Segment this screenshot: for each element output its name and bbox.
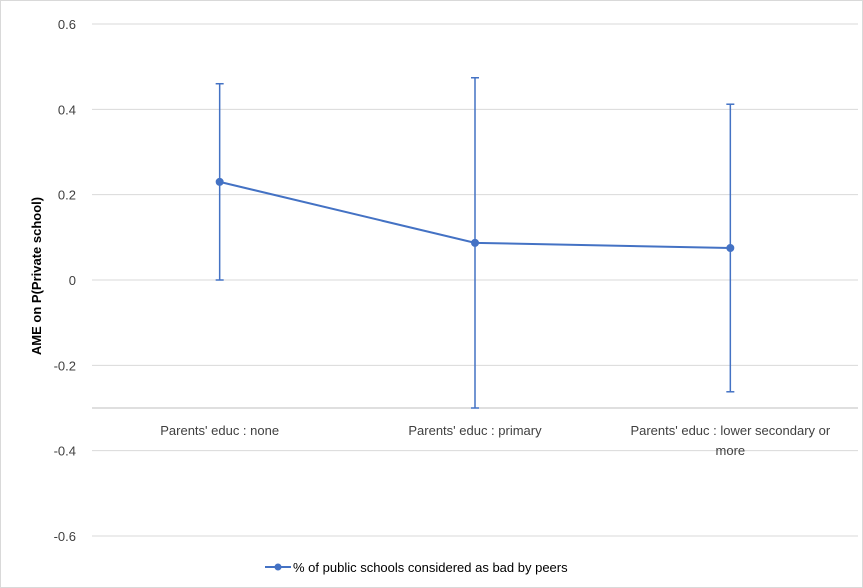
- y-axis-label: AME on P(Private school): [29, 197, 44, 355]
- legend-marker: [274, 563, 282, 571]
- legend-label: % of public schools considered as bad by…: [293, 560, 568, 575]
- y-tick-label: 0: [69, 273, 76, 288]
- legend[interactable]: % of public schools considered as bad by…: [265, 560, 568, 575]
- y-tick-label: 0.6: [58, 17, 76, 32]
- x-tick-label: Parents' educ : none: [160, 423, 279, 438]
- y-tick-labels: 0.6 0.4 0.2 0 -0.2 -0.4 -0.6: [54, 17, 76, 544]
- x-tick-label: Parents' educ : lower secondary or: [630, 423, 830, 438]
- y-tick-label: -0.2: [54, 358, 76, 373]
- x-tick-label: more: [716, 443, 746, 458]
- x-tick-labels: Parents' educ : none Parents' educ : prim…: [160, 423, 831, 458]
- y-tick-label: -0.4: [54, 444, 76, 459]
- data-point[interactable]: [726, 244, 735, 252]
- data-points: [215, 177, 735, 252]
- y-tick-label: 0.2: [58, 188, 76, 203]
- data-point[interactable]: [215, 177, 224, 186]
- x-tick-label: Parents' educ : primary: [408, 423, 542, 438]
- data-point[interactable]: [471, 238, 479, 247]
- y-tick-label: -0.6: [54, 529, 76, 544]
- y-tick-label: 0.4: [58, 102, 76, 117]
